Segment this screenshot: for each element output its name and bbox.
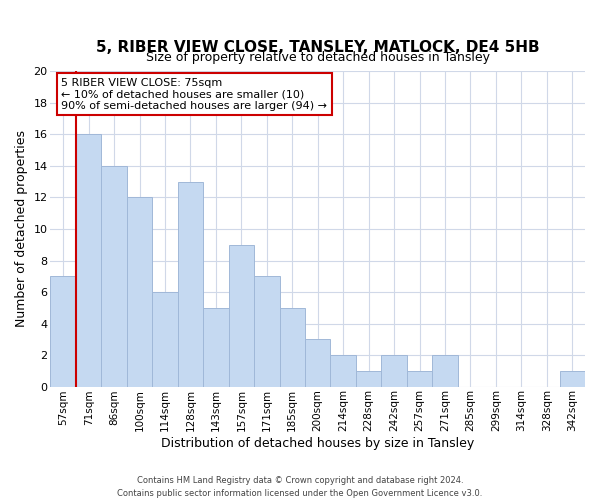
Bar bbox=[229, 244, 254, 386]
Y-axis label: Number of detached properties: Number of detached properties bbox=[15, 130, 28, 328]
Bar bbox=[178, 182, 203, 386]
Text: Size of property relative to detached houses in Tansley: Size of property relative to detached ho… bbox=[146, 50, 490, 64]
Bar bbox=[101, 166, 127, 386]
Bar bbox=[203, 308, 229, 386]
Bar bbox=[76, 134, 101, 386]
Bar bbox=[50, 276, 76, 386]
Bar bbox=[560, 371, 585, 386]
Bar bbox=[280, 308, 305, 386]
Bar bbox=[382, 355, 407, 386]
Bar bbox=[432, 355, 458, 386]
Bar bbox=[254, 276, 280, 386]
Bar bbox=[152, 292, 178, 386]
X-axis label: Distribution of detached houses by size in Tansley: Distribution of detached houses by size … bbox=[161, 437, 475, 450]
Bar bbox=[331, 355, 356, 386]
Title: 5, RIBER VIEW CLOSE, TANSLEY, MATLOCK, DE4 5HB: 5, RIBER VIEW CLOSE, TANSLEY, MATLOCK, D… bbox=[96, 40, 539, 55]
Bar bbox=[356, 371, 382, 386]
Bar bbox=[407, 371, 432, 386]
Bar bbox=[127, 198, 152, 386]
Text: 5 RIBER VIEW CLOSE: 75sqm
← 10% of detached houses are smaller (10)
90% of semi-: 5 RIBER VIEW CLOSE: 75sqm ← 10% of detac… bbox=[61, 78, 327, 111]
Bar bbox=[305, 340, 331, 386]
Text: Contains HM Land Registry data © Crown copyright and database right 2024.
Contai: Contains HM Land Registry data © Crown c… bbox=[118, 476, 482, 498]
